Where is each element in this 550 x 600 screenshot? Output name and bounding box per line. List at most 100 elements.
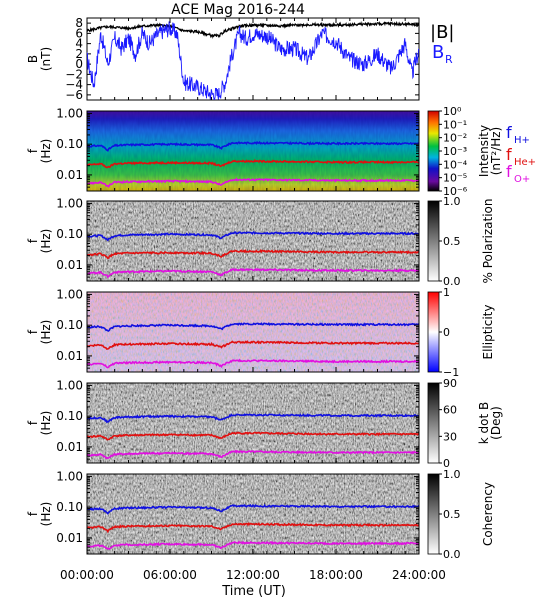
panel-1-ytick-label: 6 xyxy=(75,26,83,40)
panel-intensity: 1.00 0.10 0.01 f (Hz) 10⁰10⁻¹10⁻²10⁻³10⁻⁴10⁻⁵… xyxy=(26,105,503,198)
colorbar-tick-label: 90 xyxy=(443,377,457,390)
legend-fhe: f xyxy=(506,145,512,164)
colorbar-label: Intensity xyxy=(477,125,491,177)
colorbar-tick-label: 0.5 xyxy=(443,235,461,248)
time-tick-label: 06:00:00 xyxy=(143,568,197,582)
colorbar-kdotb xyxy=(427,382,440,464)
freq-unit-label: (Hz) xyxy=(39,411,53,436)
time-tick-label: 18:00:00 xyxy=(309,568,363,582)
freq-tick-label: 0.10 xyxy=(56,500,83,514)
freq-unit-label: (Hz) xyxy=(39,139,53,164)
colorbar-label-unit: (nT²/Hz) xyxy=(489,127,503,175)
colorbar-tick-label: 10⁻³ xyxy=(443,145,467,158)
fhe-line xyxy=(86,159,420,169)
freq-tick-label: 0.10 xyxy=(56,318,83,332)
panel-1-ytick-label: 4 xyxy=(75,37,83,51)
fh-line xyxy=(86,413,420,424)
fo-line xyxy=(86,540,420,550)
freq-tick-label: 0.01 xyxy=(56,440,83,454)
freq-tick-label: 1.00 xyxy=(56,196,83,210)
colorbar-tick-label: 0.5 xyxy=(443,508,461,521)
freq-unit-label: (Hz) xyxy=(39,502,53,527)
freq-tick-label: 0.01 xyxy=(56,258,83,272)
freq-unit-label: (Hz) xyxy=(39,229,53,254)
fo-line xyxy=(86,449,420,460)
freq-label: f xyxy=(26,238,40,243)
legend-fhe-subscript: He+ xyxy=(514,157,536,168)
spectrogram-texture xyxy=(87,201,419,281)
x-axis-label: Time (UT) xyxy=(221,584,286,599)
freq-tick-label: 1.00 xyxy=(56,378,83,392)
colorbar-tick-label: 10⁻⁵ xyxy=(443,172,467,185)
spectrogram-texture xyxy=(87,474,419,554)
legend-fh-subscript: H+ xyxy=(514,135,530,146)
panel-kdotb: 1.00 0.10 0.01 f (Hz) 90 60 30 0 k dot B(Deg) xyxy=(26,377,503,470)
freq-tick-label: 0.10 xyxy=(56,137,83,151)
time-tick-label: 00:00:00 xyxy=(60,568,114,582)
panel-1-ytick-label: −6 xyxy=(65,88,83,102)
fo-line xyxy=(86,267,420,279)
colorbar-coherency xyxy=(427,473,440,555)
panel-1-ytick-label: 2 xyxy=(75,47,83,61)
series-bmag-line xyxy=(86,20,420,40)
panel-1-ylabel: B xyxy=(26,55,40,63)
panel-ellipticity: 1.00 0.10 0.01 f (Hz) 1 0 −1 Ellipticity xyxy=(26,286,495,379)
freq-tick-label: 0.01 xyxy=(56,168,83,182)
panel-1-ytick-label: 8 xyxy=(75,16,83,30)
fh-line xyxy=(86,140,420,152)
freq-label: f xyxy=(26,148,40,153)
freq-tick-label: 0.01 xyxy=(56,531,83,545)
legend-br-subscript: R xyxy=(445,53,453,66)
colorbar-label: Ellipticity xyxy=(481,305,495,360)
legend-fo-subscript: O+ xyxy=(514,174,530,185)
legend-fh: f xyxy=(506,123,512,142)
spectral-panels: 1.000.100.01f (Hz)10⁰10⁻¹10⁻²10⁻³10⁻⁴10⁻⁵… xyxy=(26,105,503,561)
spectrogram-texture xyxy=(87,111,419,191)
chart-title: ACE Mag 2016-244 xyxy=(171,2,305,18)
spectrogram-texture xyxy=(87,292,419,372)
colorbar-tick-label: 10⁻² xyxy=(443,132,467,145)
legend-fo: f xyxy=(506,162,512,181)
colorbar-ellipticity xyxy=(427,291,440,373)
colorbar-tick-label: 10⁻⁶ xyxy=(443,185,468,198)
colorbar-tick-label: 10⁻⁴ xyxy=(443,158,468,171)
fo-line xyxy=(86,177,420,189)
legend-bmag: |B| xyxy=(430,22,454,43)
time-tick-label: 24:00:00 xyxy=(392,568,446,582)
panel-coherency: 1.00 0.10 0.01 f (Hz) 1.0 0.5 0.0 Coherency xyxy=(26,468,495,561)
fh-line xyxy=(86,503,420,515)
fh-line xyxy=(87,231,420,242)
fhe-line xyxy=(87,522,420,534)
panel-1-ytick-label: 0 xyxy=(75,57,83,71)
panel-1-series xyxy=(86,20,420,100)
fh-line xyxy=(86,322,420,332)
colorbar-label: k dot B xyxy=(477,402,491,444)
spectrogram-texture xyxy=(87,383,419,463)
fhe-line xyxy=(86,339,420,350)
freq-label: f xyxy=(26,511,40,516)
colorbar-tick-label: 10⁻¹ xyxy=(443,118,467,131)
freq-tick-label: 1.00 xyxy=(56,287,83,301)
fhe-line xyxy=(86,431,420,441)
colorbar-label: Coherency xyxy=(481,482,495,546)
legend-br: B xyxy=(432,42,444,63)
fhe-line xyxy=(86,248,419,260)
colorbar-tick-label: 10⁰ xyxy=(443,105,462,118)
freq-tick-label: 1.00 xyxy=(56,469,83,483)
fo-line xyxy=(86,358,420,369)
gyrofrequency-legend: f H+ f He+ f O+ xyxy=(506,123,536,185)
colorbar-tick-label: 1 xyxy=(443,286,450,299)
colorbar-tick-label: 1.0 xyxy=(443,195,461,208)
colorbar-polarization xyxy=(427,200,440,282)
colorbar-label-unit: (Deg) xyxy=(489,406,503,440)
colorbar-label: % Polarization xyxy=(481,199,495,284)
freq-tick-label: 0.10 xyxy=(56,409,83,423)
freq-label: f xyxy=(26,420,40,425)
freq-unit-label: (Hz) xyxy=(39,320,53,345)
colorbar-tick-label: 0.0 xyxy=(443,548,461,561)
panel-1-ylabel-unit: (nT) xyxy=(39,47,53,71)
colorbar-tick-label: 0.0 xyxy=(443,275,461,288)
panel-1-ytick-label: −2 xyxy=(65,67,83,81)
colorbar-tick-label: 1.0 xyxy=(443,468,461,481)
